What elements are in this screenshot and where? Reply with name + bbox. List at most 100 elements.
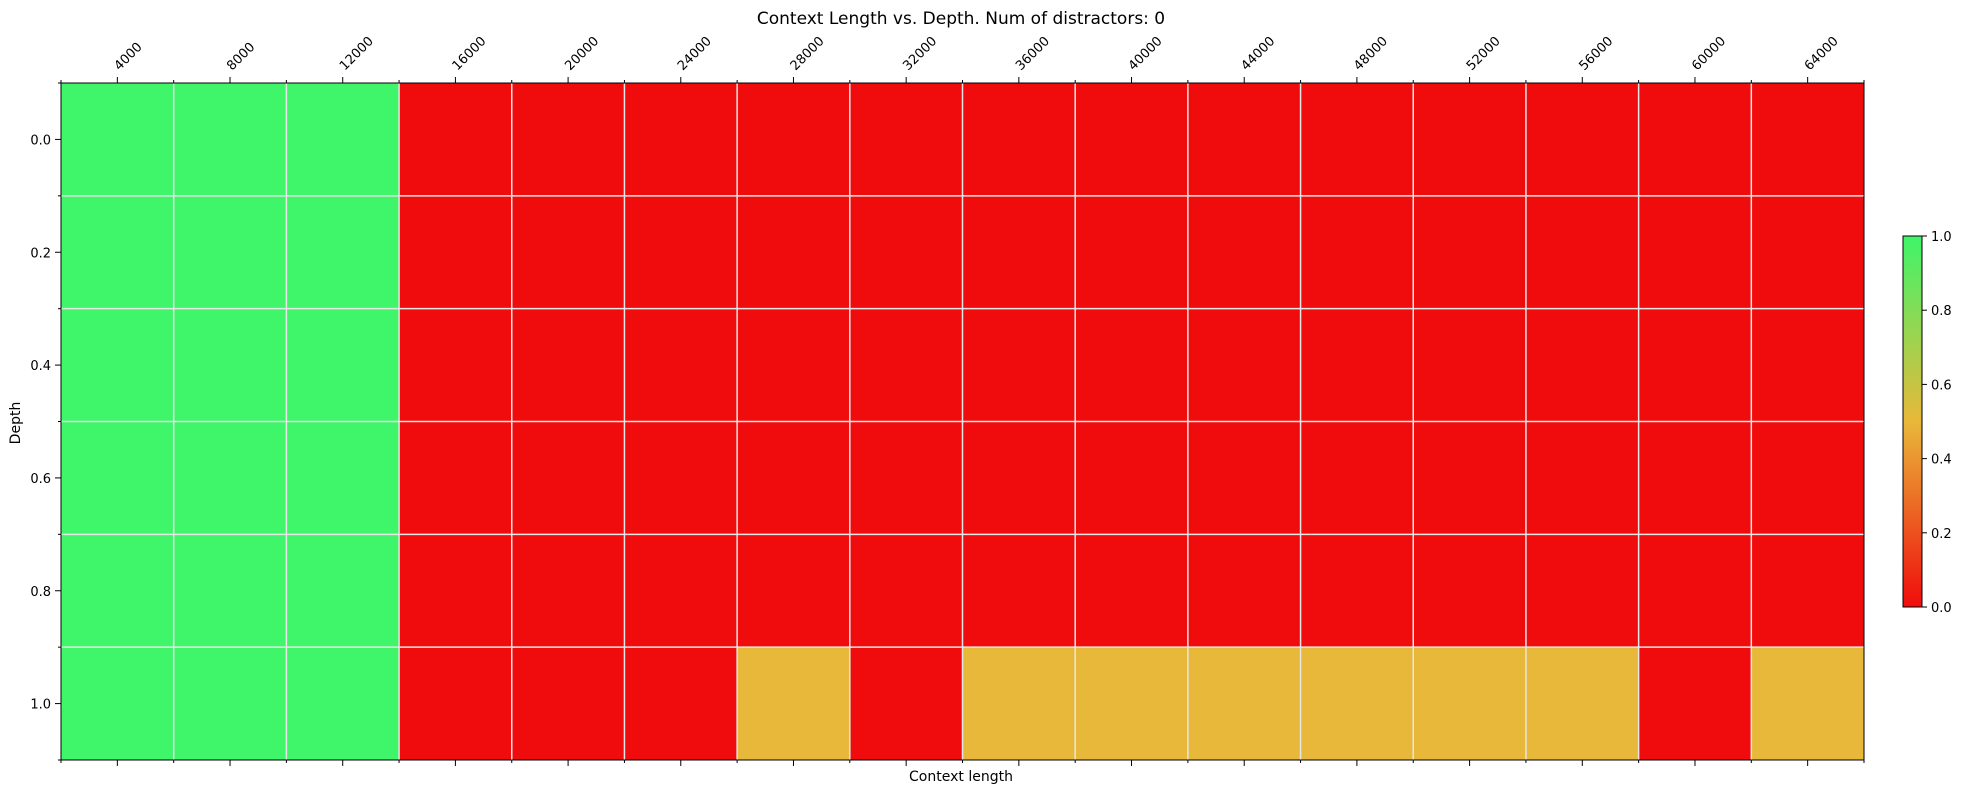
heatmap-cell — [1751, 534, 1865, 648]
heatmap-cell — [737, 421, 851, 535]
heatmap-cell — [624, 421, 738, 535]
y-tick-label: 0.4 — [30, 359, 51, 374]
heatmap-cell — [1187, 647, 1302, 761]
heatmap-cell — [962, 534, 1076, 648]
heatmap-cell — [1075, 308, 1189, 422]
heatmap-cell — [1751, 308, 1865, 422]
heatmap-cells — [61, 83, 1865, 761]
heatmap-cell — [1751, 83, 1865, 197]
x-tick-label: 52000 — [1464, 34, 1504, 74]
colorbar-tick-label: 0.0 — [1931, 601, 1952, 616]
heatmap-cell — [962, 421, 1076, 535]
heatmap-cell — [849, 647, 963, 761]
heatmap-cell — [1751, 421, 1865, 535]
heatmap-cell — [399, 421, 513, 535]
heatmap-cell — [1525, 195, 1640, 310]
heatmap-cell — [1525, 83, 1640, 197]
heatmap-cell — [737, 83, 851, 197]
x-tick-label: 20000 — [562, 34, 602, 74]
heatmap-cell — [61, 534, 175, 648]
heatmap-cell — [173, 308, 287, 422]
heatmap-cell — [1075, 83, 1189, 197]
heatmap-cell — [1638, 195, 1752, 310]
heatmap-cell — [1751, 647, 1865, 761]
heatmap-cell — [399, 195, 513, 310]
heatmap-cell — [962, 647, 1076, 761]
x-tick-label: 56000 — [1577, 34, 1617, 74]
x-tick-label: 40000 — [1126, 34, 1166, 74]
heatmap-cell — [1075, 534, 1189, 648]
heatmap-cell — [1187, 83, 1302, 197]
heatmap-cell — [173, 534, 287, 648]
colorbar-tick-label: 0.8 — [1931, 304, 1952, 319]
x-tick-label: 4000 — [112, 40, 146, 74]
x-tick-label: 24000 — [675, 34, 715, 74]
heatmap-cell — [962, 308, 1076, 422]
heatmap-cell — [286, 421, 400, 535]
heatmap-cell — [61, 195, 175, 310]
heatmap-cell — [1300, 534, 1414, 648]
heatmap-cell — [511, 421, 625, 535]
heatmap-cell — [624, 195, 738, 310]
colorbar: 0.0 0.2 0.4 0.6 0.8 1.0 — [1902, 230, 1952, 616]
heatmap-cell — [399, 83, 513, 197]
heatmap-cell — [1075, 647, 1189, 761]
heatmap-cell — [1413, 308, 1527, 422]
heatmap-cell — [1187, 195, 1302, 310]
heatmap-cell — [1638, 83, 1752, 197]
heatmap-cell — [1187, 421, 1302, 535]
heatmap-cell — [1413, 647, 1527, 761]
heatmap-cell — [737, 195, 851, 310]
heatmap-cell — [286, 195, 400, 310]
heatmap-cell — [1751, 195, 1865, 310]
heatmap-cell — [511, 83, 625, 197]
heatmap-cell — [399, 308, 513, 422]
heatmap-cell — [624, 308, 738, 422]
heatmap-cell — [1413, 195, 1527, 310]
heatmap-cell — [1187, 534, 1302, 648]
heatmap-cell — [737, 647, 851, 761]
heatmap-cell — [1638, 647, 1752, 761]
heatmap-cell — [962, 195, 1076, 310]
y-tick-label: 0.0 — [30, 133, 51, 148]
heatmap-cell — [624, 534, 738, 648]
y-tick-label: 0.6 — [30, 472, 51, 487]
y-tick-label: 0.8 — [30, 585, 51, 600]
colorbar-tick-label: 1.0 — [1931, 230, 1952, 245]
heatmap-cell — [286, 534, 400, 648]
heatmap-cell — [61, 83, 175, 197]
heatmap-cell — [624, 83, 738, 197]
x-tick-label: 44000 — [1238, 34, 1278, 74]
y-axis-label: Depth — [8, 402, 24, 445]
y-tick-label: 1.0 — [30, 698, 51, 713]
heatmap-cell — [849, 195, 963, 310]
heatmap-cell — [1075, 421, 1189, 535]
y-tick-label: 0.2 — [30, 246, 51, 261]
heatmap-cell — [399, 534, 513, 648]
heatmap-cell — [962, 83, 1076, 197]
heatmap-cell — [61, 647, 175, 761]
heatmap-cell — [286, 83, 400, 197]
heatmap-cell — [1638, 421, 1752, 535]
heatmap-cell — [286, 308, 400, 422]
heatmap-cell — [1413, 534, 1527, 648]
heatmap-cell — [849, 83, 963, 197]
heatmap-cell — [286, 647, 400, 761]
x-tick-label: 8000 — [224, 40, 258, 74]
heatmap-cell — [173, 195, 287, 310]
colorbar-tick-label: 0.4 — [1931, 453, 1952, 468]
heatmap-cell — [737, 534, 851, 648]
heatmap-cell — [1525, 421, 1640, 535]
heatmap-cell — [173, 421, 287, 535]
heatmap-cell — [1300, 83, 1414, 197]
x-axis-label: Context length — [909, 769, 1013, 785]
heatmap-cell — [511, 534, 625, 648]
heatmap-cell — [1525, 534, 1640, 648]
heatmap-cell — [849, 308, 963, 422]
x-tick-label: 36000 — [1013, 34, 1053, 74]
heatmap-cell — [1413, 421, 1527, 535]
heatmap-cell — [61, 308, 175, 422]
x-tick-label: 32000 — [900, 34, 940, 74]
x-tick-label: 12000 — [337, 34, 377, 74]
